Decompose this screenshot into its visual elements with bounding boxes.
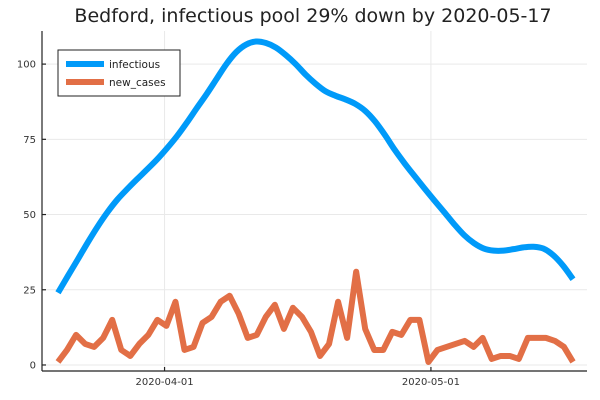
series-lines: [55, 38, 576, 365]
grid-lines: [42, 31, 587, 371]
chart-title: Bedford, infectious pool 29% down by 202…: [74, 5, 551, 27]
x-tick-label: 2020-05-01: [402, 377, 460, 388]
y-tick-label: 100: [17, 60, 36, 71]
y-tick-label: 75: [23, 135, 36, 146]
axes: 0 25 50 75 100 2020-04-01 2020-05-01: [17, 31, 587, 388]
y-tick-label: 25: [23, 285, 36, 296]
x-tick-label: 2020-04-01: [135, 377, 193, 388]
series-line-new-cases: [55, 268, 576, 365]
y-tick-label: 50: [23, 210, 36, 221]
legend-box: [57, 49, 181, 97]
legend-label-infectious: infectious: [109, 59, 160, 71]
y-tick-label: 0: [30, 360, 36, 371]
legend-label-new-cases: new_cases: [109, 77, 166, 89]
series-line-infectious: [55, 38, 576, 295]
legend: infectious new_cases: [57, 49, 181, 97]
